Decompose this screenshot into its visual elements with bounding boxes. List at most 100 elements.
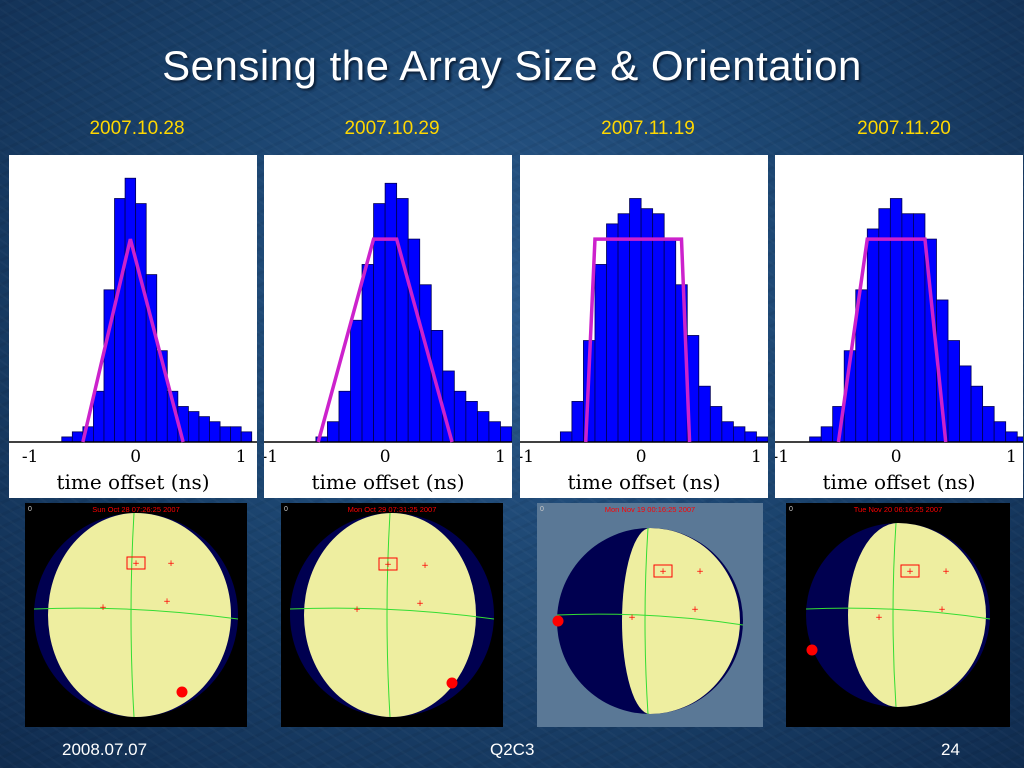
histogram-bar — [135, 203, 147, 443]
station-marker: + — [938, 605, 946, 615]
histogram-bar — [465, 401, 478, 443]
station-marker: + — [384, 560, 392, 570]
histogram-bar — [198, 416, 210, 443]
histogram-bar — [993, 421, 1007, 443]
histogram-bar — [970, 385, 984, 443]
histogram-chart-1: -1 0 1 time offset (ns) — [9, 177, 257, 494]
histogram-bar — [606, 223, 619, 443]
source-position-dot — [446, 677, 458, 689]
footer-page-number: 24 — [941, 740, 960, 759]
station-marker: + — [353, 605, 361, 615]
corner-mark: 0 — [28, 506, 32, 513]
histogram-bar — [709, 406, 723, 443]
x-axis-label: time offset (ns) — [56, 470, 209, 494]
globe-timestamp: Sun Oct 28 07:26:25 2007 — [92, 505, 180, 514]
histogram-bar — [652, 213, 665, 443]
histogram-bar — [629, 198, 642, 443]
globe-view-4: + + + + Tue Nov 20 06:16:25 2007 0 — [786, 503, 1010, 727]
histogram-bar — [1016, 436, 1023, 443]
histogram-bar — [889, 198, 903, 443]
x-tick-label: 1 — [236, 447, 247, 467]
globe-lit-side — [48, 513, 231, 717]
x-tick-label: -1 — [22, 447, 39, 467]
globe-timestamp: Tue Nov 20 06:16:25 2007 — [854, 505, 943, 514]
globe-lit-side — [622, 528, 740, 714]
histogram-bar — [594, 264, 607, 443]
histogram-bar — [350, 319, 363, 443]
x-tick-label: 0 — [891, 447, 902, 467]
corner-mark: 0 — [789, 506, 793, 513]
histogram-bar — [571, 401, 584, 443]
x-tick-label: 0 — [636, 447, 647, 467]
station-marker: + — [99, 603, 107, 613]
histogram-bar — [809, 436, 822, 443]
station-marker: + — [132, 559, 140, 569]
histogram-bar — [820, 426, 834, 443]
globe-chart-4: + + + + Tue Nov 20 06:16:25 2007 0 — [786, 503, 1010, 727]
histogram-chart-3: -1 0 1 time offset (ns) — [520, 198, 768, 494]
histogram-bar — [453, 390, 467, 443]
station-marker: + — [163, 597, 171, 607]
histogram-bar — [240, 431, 253, 443]
source-position-dot — [552, 615, 564, 627]
histogram-bar — [71, 431, 84, 443]
histogram-bar — [476, 411, 490, 443]
trapezoid-fit-line — [81, 238, 185, 443]
histogram-bar — [500, 426, 512, 443]
histogram-bar — [338, 390, 351, 443]
x-tick-label: -1 — [264, 447, 278, 467]
histogram-bar — [698, 385, 711, 443]
histogram-bar — [230, 426, 242, 443]
globe-lit-side — [848, 523, 986, 707]
histogram-bar — [878, 208, 891, 443]
histogram-panel-4: -1 0 1 time offset (ns) — [775, 155, 1023, 498]
histogram-bar — [396, 198, 409, 443]
trapezoid-fit-line — [836, 237, 948, 443]
source-position-dot — [806, 644, 818, 656]
station-marker: + — [875, 613, 883, 623]
equator-line — [289, 607, 495, 620]
x-tick-label: 0 — [380, 447, 391, 467]
histogram-panel-3: -1 0 1 time offset (ns) — [520, 155, 768, 498]
histogram-bar — [559, 431, 573, 443]
histogram-bar — [732, 426, 746, 443]
station-marker: + — [942, 567, 950, 577]
histogram-panel-1: -1 0 1 time offset (ns) — [9, 155, 257, 498]
globe-chart-2: + + + + Mon Oct 29 07:31:25 2007 0 — [281, 503, 503, 727]
histogram-bar — [188, 411, 200, 443]
histogram-bar — [219, 426, 232, 443]
x-axis-label: time offset (ns) — [567, 470, 720, 494]
footer-project: Q2C3 — [490, 740, 535, 759]
array-box-marker — [378, 557, 398, 571]
equator-line — [805, 607, 991, 620]
histogram-bar — [901, 213, 914, 443]
histogram-bar — [721, 421, 734, 443]
chart-4-title: 2007.11.20 — [857, 118, 951, 139]
globe-lit-side — [304, 513, 476, 717]
equator-line — [33, 607, 239, 620]
histogram-bar — [361, 264, 374, 443]
histogram-bar — [640, 208, 654, 443]
array-box-marker — [653, 564, 673, 578]
corner-mark: 0 — [540, 506, 544, 513]
histogram-bar — [93, 390, 105, 443]
corner-mark: 0 — [284, 506, 288, 513]
histogram-bar — [947, 340, 960, 443]
globe-chart-1: + + + + Sun Oct 28 07:26:25 2007 0 — [25, 503, 247, 727]
array-box-marker — [900, 564, 920, 578]
histogram-bar — [488, 421, 501, 443]
station-marker: + — [691, 605, 699, 615]
histogram-bar — [407, 238, 421, 443]
histogram-bar — [744, 431, 757, 443]
histogram-panel-2: -1 0 1 time offset (ns) — [264, 155, 512, 498]
histogram-bar — [913, 213, 926, 443]
equator-line — [556, 613, 744, 626]
trapezoid-fit-line — [584, 237, 692, 443]
histogram-bar — [124, 177, 137, 443]
station-marker: + — [628, 613, 636, 623]
histogram-chart-2: -1 0 1 time offset (ns) — [264, 182, 512, 494]
histogram-bar — [209, 421, 221, 443]
station-marker: + — [659, 567, 667, 577]
meridian-line — [130, 512, 135, 718]
chart-1-title: 2007.10.28 — [89, 118, 185, 139]
